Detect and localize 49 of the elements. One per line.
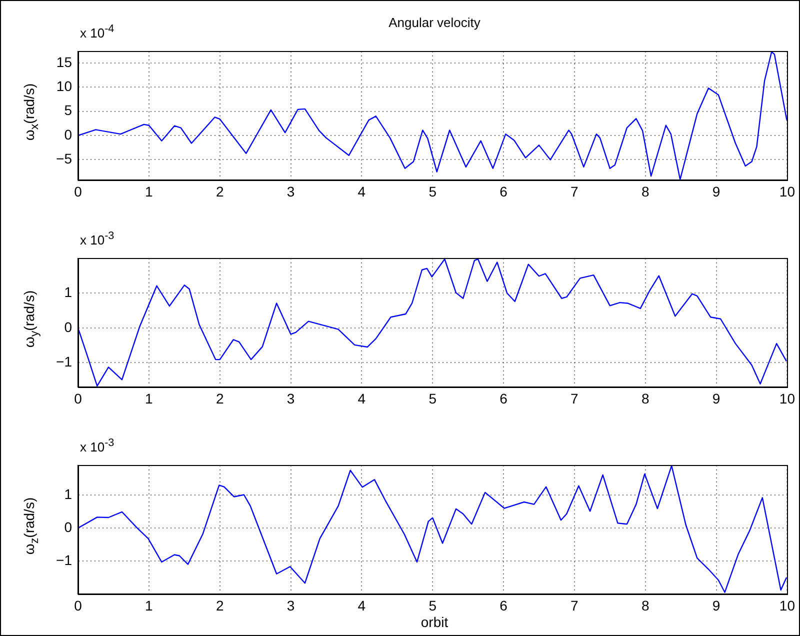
x-tick-label: 3 — [286, 183, 295, 200]
x-tick-label: 7 — [570, 183, 579, 200]
x-tick-label: 9 — [712, 390, 720, 406]
x-tick-label: 2 — [216, 183, 224, 200]
x-tick-label: 4 — [358, 183, 366, 200]
x-tick-label: 5 — [428, 597, 437, 614]
x-tick-label: 0 — [74, 390, 82, 406]
x-tick-label: 5 — [428, 390, 437, 406]
y-tick-label: 0 — [64, 518, 72, 535]
y-tick-label: −1 — [56, 354, 72, 370]
x-tick-label: 9 — [712, 183, 720, 200]
text: x 10$^{-4}$ — [80, 23, 114, 40]
x-tick-label: 2 — [216, 597, 224, 614]
y-tick-label: −1 — [56, 552, 72, 568]
x-tick-label: 8 — [641, 183, 650, 200]
y-tick-label: 1 — [64, 486, 72, 502]
x-tick-label: 4 — [358, 597, 366, 614]
x-tick-label: 1 — [145, 390, 154, 406]
x-axis-title: orbit — [420, 614, 448, 630]
x-tick-label: 2 — [216, 390, 224, 406]
x-tick-label: 0 — [74, 597, 82, 614]
x-tick-label: 7 — [570, 390, 579, 406]
x-tick-label: 10 — [779, 597, 796, 614]
y-tick-label: 1 — [64, 284, 72, 300]
x-tick-label: 10 — [779, 183, 796, 200]
x-tick-label: 8 — [641, 390, 650, 406]
y-tick-label: 0 — [64, 126, 72, 142]
x-tick-label: 3 — [286, 597, 295, 614]
y-tick-label: 0 — [64, 318, 72, 335]
chart-title: Angular velocity — [388, 15, 480, 30]
x-tick-label: 6 — [500, 183, 508, 200]
y-tick-label: 10 — [56, 78, 72, 94]
y-tick-label: 15 — [56, 54, 72, 70]
x-tick-label: 7 — [570, 597, 579, 614]
x-tick-label: 1 — [145, 183, 154, 200]
text: x 10$^{-3}$ — [80, 230, 114, 248]
x-tick-label: 10 — [779, 390, 796, 406]
x-tick-label: 9 — [712, 597, 720, 614]
x-tick-label: 6 — [500, 597, 508, 614]
x-tick-label: 4 — [358, 390, 366, 406]
x-tick-label: 0 — [74, 183, 82, 200]
x-tick-label: 1 — [145, 597, 154, 614]
x-tick-label: 6 — [500, 390, 508, 406]
y-tick-label: −5 — [56, 150, 72, 167]
text: x 10$^{-3}$ — [80, 437, 114, 454]
x-tick-label: 3 — [286, 390, 295, 406]
x-tick-label: 5 — [428, 183, 437, 200]
x-tick-label: 8 — [641, 597, 650, 614]
y-tick-label: 5 — [64, 102, 72, 118]
